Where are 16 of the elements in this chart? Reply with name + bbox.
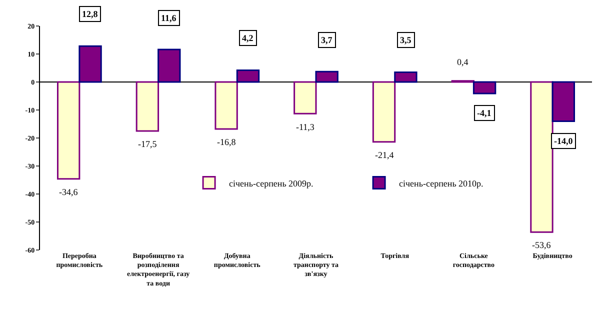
data-label: 0,4 <box>457 57 469 67</box>
data-label: -14,0 <box>554 136 574 146</box>
data-label: 4,2 <box>242 33 254 43</box>
data-label: -16,8 <box>217 137 236 147</box>
data-label: -11,3 <box>296 122 315 132</box>
data-label: -4,1 <box>477 108 492 118</box>
legend-label: січень-серпень 2009р. <box>229 178 314 188</box>
data-label: 11,6 <box>161 13 177 23</box>
data-label: -53,6 <box>532 240 552 250</box>
data-label: -34,6 <box>59 187 78 197</box>
legend-label: січень-серпень 2010р. <box>399 178 484 188</box>
data-label: -21,4 <box>375 150 394 160</box>
data-label: 12,8 <box>82 9 98 19</box>
data-label: -17,5 <box>138 139 158 149</box>
data-label: 3,5 <box>400 35 412 45</box>
data-label: 3,7 <box>321 35 333 45</box>
